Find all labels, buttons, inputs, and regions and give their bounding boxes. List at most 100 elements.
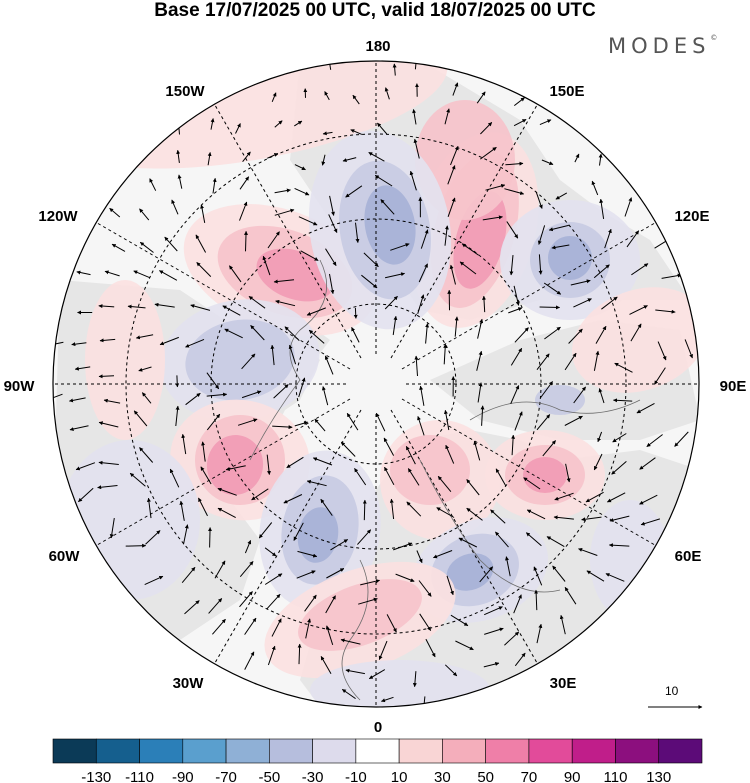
wind-vector <box>604 228 612 249</box>
anomaly-region <box>256 248 334 302</box>
wind-vector <box>570 279 591 286</box>
wind-vector <box>586 570 605 582</box>
wind-vector <box>380 199 395 215</box>
wind-vector <box>330 539 349 551</box>
wind-vector <box>597 431 603 443</box>
wind-vector <box>159 270 178 281</box>
wind-vector <box>264 547 277 557</box>
wind-vector <box>237 418 258 426</box>
wind-vector <box>271 92 277 102</box>
colorbar-tick-label: 110 <box>604 769 628 783</box>
colorbar-tick-label: -70 <box>215 769 237 783</box>
wind-vector <box>538 254 543 275</box>
wind-vector <box>476 91 486 104</box>
wind-vector <box>176 149 181 163</box>
wind-vector <box>139 241 154 253</box>
colorbar-swatch <box>139 738 184 764</box>
wind-vector <box>342 157 357 163</box>
wind-vector <box>346 412 359 431</box>
colorbar-swatch <box>571 738 616 764</box>
wind-vector <box>514 327 529 343</box>
wind-vector <box>98 421 119 428</box>
wind-vector <box>417 294 425 314</box>
wind-vector <box>564 586 577 605</box>
wind-vector <box>294 120 303 127</box>
wind-vector <box>504 631 520 646</box>
longitude-labels: 180 150E 120E 90E 60E 30E 0 30W 60W 90W … <box>4 38 747 736</box>
wind-vector <box>384 295 398 310</box>
wind-vector <box>138 366 152 372</box>
wind-vector <box>324 355 334 375</box>
lon-label-150e: 150E <box>549 83 584 100</box>
colorbar-swatch <box>355 738 400 764</box>
wind-vector <box>390 243 410 251</box>
wind-vector <box>447 197 456 217</box>
colorbar-swatch <box>312 738 357 764</box>
colorbar-tick-label: 30 <box>434 769 451 783</box>
wind-vector <box>179 500 185 521</box>
colorbar-swatches <box>52 738 703 764</box>
wind-vector <box>551 244 570 250</box>
wind-vector <box>378 640 388 660</box>
wind-vector <box>413 138 420 159</box>
wind-vector <box>321 386 329 406</box>
wind-vector <box>325 595 336 614</box>
wind-vector <box>320 656 332 675</box>
wind-vector <box>243 230 248 252</box>
wind-vector <box>414 355 419 377</box>
wind-vector <box>133 270 150 279</box>
lon-label-60e: 60E <box>675 548 702 565</box>
wind-vector <box>109 518 115 539</box>
wind-vector <box>368 669 386 680</box>
wind-vector <box>239 176 250 190</box>
wind-vector <box>326 568 345 579</box>
wind-vector <box>75 462 96 471</box>
wind-vector <box>636 402 655 414</box>
wind-vector <box>674 431 689 447</box>
wind-vector <box>381 696 394 703</box>
wind-vector <box>593 453 603 471</box>
wind-vector <box>490 509 506 524</box>
wind-vector <box>461 243 479 256</box>
anomaly-region <box>364 185 416 265</box>
wind-vector <box>329 273 335 295</box>
wind-vector <box>296 570 316 579</box>
wind-vector <box>141 392 152 404</box>
colorbar-swatch <box>398 738 443 764</box>
wind-vector <box>477 318 484 339</box>
wind-vector <box>377 122 388 135</box>
wind-vector <box>452 82 459 96</box>
wind-vector <box>418 263 428 283</box>
wind-vector <box>154 302 175 308</box>
wind-vector <box>605 573 625 582</box>
wind-vector <box>416 550 423 564</box>
wind-vector <box>536 623 543 644</box>
wind-vector <box>312 457 333 466</box>
wind-vector <box>630 323 642 342</box>
wind-vector <box>508 307 523 314</box>
wind-vector <box>169 468 180 488</box>
wind-vector <box>196 262 212 277</box>
wind-vector <box>224 328 243 339</box>
anomaly-region <box>310 660 490 707</box>
wind-vector <box>585 491 604 503</box>
wind-vector <box>127 304 146 309</box>
lon-label-90w: 90W <box>4 378 36 395</box>
wind-vector <box>433 550 453 559</box>
wind-vector <box>171 199 179 215</box>
anomaly-region <box>60 440 200 600</box>
wind-vector <box>418 580 432 597</box>
wind-vector <box>455 640 474 651</box>
wind-vector <box>184 600 200 615</box>
wind-vector <box>405 445 416 465</box>
wind-vector <box>599 198 605 219</box>
wind-vector <box>450 614 469 627</box>
wind-vector <box>444 108 451 125</box>
wind-vector <box>384 466 395 486</box>
wind-vector <box>375 412 386 432</box>
wind-vector <box>206 392 228 397</box>
anomaly-region <box>590 500 670 620</box>
wind-vector <box>392 315 398 336</box>
wind-vector <box>406 501 422 517</box>
wind-vector <box>206 413 221 431</box>
